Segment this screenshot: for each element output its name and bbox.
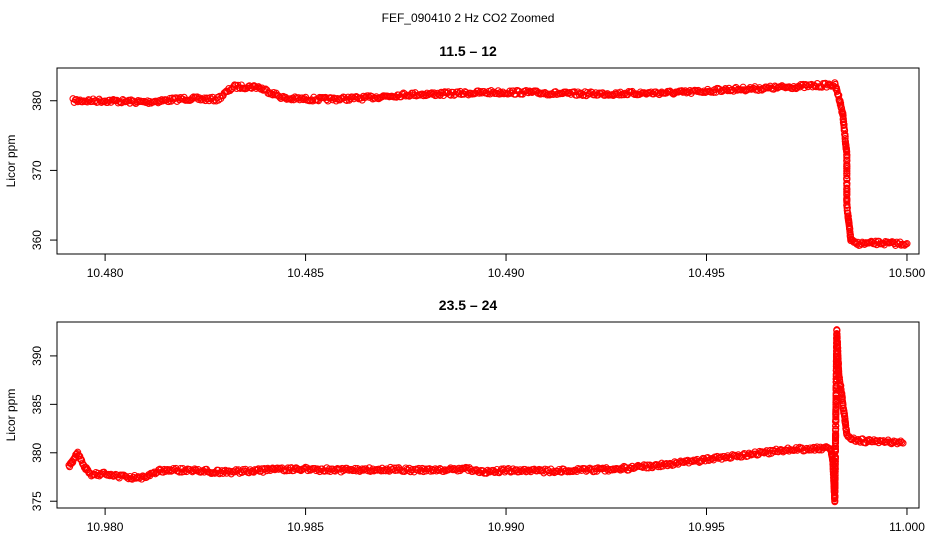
data-point: [842, 421, 850, 430]
data-point: [745, 85, 753, 93]
data-point: [843, 167, 851, 175]
data-point: [898, 438, 906, 446]
figure-title: FEF_090410 2 Hz CO2 Zoomed: [382, 11, 555, 25]
x-tick-label: 11.000: [889, 520, 925, 534]
data-point: [899, 439, 907, 447]
data-point: [364, 92, 372, 100]
data-point: [842, 426, 850, 434]
y-tick-label: 380: [30, 90, 44, 110]
panel-2-y-axis: 375 380 385 390: [30, 346, 58, 511]
data-point: [843, 164, 851, 173]
data-point: [835, 373, 843, 382]
y-tick-label: 370: [30, 160, 44, 180]
data-point: [832, 401, 840, 409]
y-tick-label: 390: [30, 346, 44, 366]
data-point: [897, 437, 905, 445]
panel-2-plot-box: [56, 321, 920, 509]
data-point: [831, 447, 839, 455]
data-point: [266, 466, 274, 475]
y-tick-label: 375: [30, 491, 44, 511]
data-point: [210, 97, 218, 105]
x-tick-label: 10.995: [688, 520, 725, 534]
data-point: [899, 240, 908, 248]
data-point: [544, 90, 553, 98]
data-point: [903, 240, 911, 248]
x-tick-label: 10.485: [287, 266, 324, 280]
panel-1-y-axis-label: Licor ppm: [4, 135, 18, 188]
data-point: [232, 466, 240, 474]
data-point: [612, 89, 620, 97]
data-point: [831, 484, 839, 492]
panel-2-x-axis: 10.980 10.985 10.990 10.995 11.000: [87, 507, 925, 534]
x-tick-label: 10.495: [688, 266, 725, 280]
panel-2-title: 23.5 – 24: [439, 297, 498, 313]
data-point: [610, 90, 619, 98]
data-point: [534, 467, 542, 475]
data-point: [760, 449, 768, 457]
data-point: [343, 96, 351, 105]
data-point: [138, 475, 146, 483]
data-point: [838, 394, 846, 402]
y-tick-label: 380: [30, 442, 44, 462]
data-point: [879, 239, 887, 247]
data-point: [74, 448, 82, 456]
data-point: [197, 96, 205, 104]
data-point: [831, 479, 839, 487]
data-point: [832, 430, 840, 438]
panel-1: 11.5 – 12 Licor ppm 10.480 10.485 10.490 10…: [4, 43, 926, 280]
data-point: [831, 492, 839, 500]
data-point: [843, 172, 851, 180]
data-point: [841, 135, 849, 143]
y-tick-label: 385: [30, 394, 44, 414]
data-point: [792, 85, 800, 93]
data-point: [831, 497, 839, 505]
data-point: [841, 132, 849, 141]
panel-1-marks: [69, 79, 911, 249]
data-point: [669, 461, 678, 469]
x-tick-label: 10.990: [488, 520, 525, 534]
x-tick-label: 10.490: [488, 266, 525, 280]
data-point: [841, 415, 849, 423]
panel-2: 23.5 – 24 Licor ppm 10.980 10.985 10.990 10…: [4, 297, 925, 534]
data-point: [832, 410, 840, 418]
x-tick-label: 10.980: [87, 520, 124, 534]
data-point: [78, 98, 87, 106]
data-point: [665, 460, 673, 468]
x-tick-label: 10.500: [889, 266, 926, 280]
x-tick-label: 10.480: [87, 266, 124, 280]
panel-1-title: 11.5 – 12: [439, 43, 497, 59]
y-tick-label: 360: [30, 230, 44, 250]
panel-2-y-axis-label: Licor ppm: [4, 389, 18, 442]
x-tick-label: 10.985: [287, 520, 324, 534]
data-point: [566, 89, 574, 97]
data-point: [831, 462, 839, 470]
data-point: [832, 425, 840, 433]
data-point: [831, 457, 839, 465]
data-point: [220, 89, 228, 97]
panel-2-marks: [65, 326, 907, 506]
data-point: [833, 87, 841, 95]
data-point: [296, 465, 304, 474]
panel-1-x-axis: 10.480 10.485 10.490 10.495 10.500: [87, 253, 926, 280]
panel-1-y-axis: 360 370 380: [30, 90, 58, 250]
data-point: [834, 347, 842, 355]
